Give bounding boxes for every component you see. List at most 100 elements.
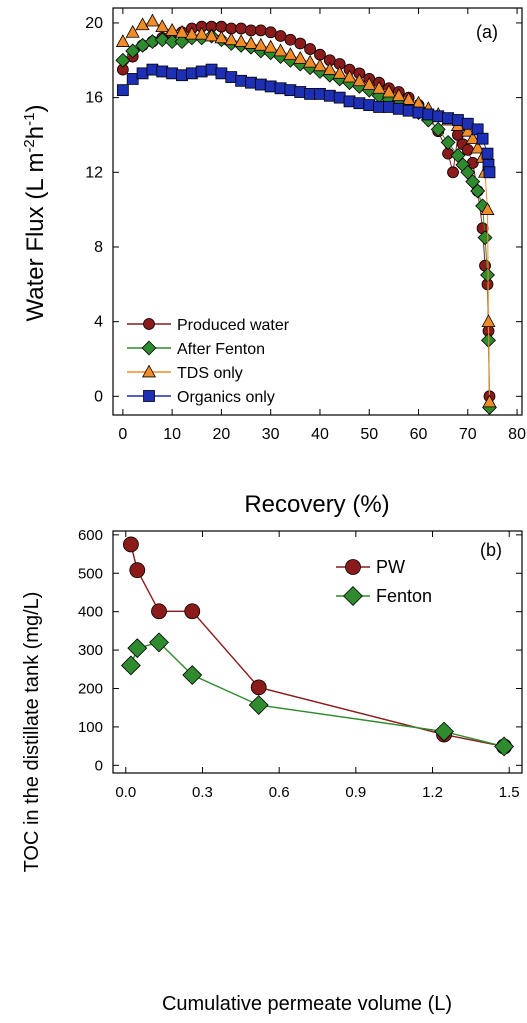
data-point	[274, 82, 287, 95]
x-tick-label: 50	[360, 426, 378, 443]
data-point	[353, 97, 366, 110]
chart-a-y-axis-label: Water Flux (L m-2h-1)	[21, 105, 49, 322]
data-point	[304, 87, 317, 100]
chart-b-frame	[112, 530, 523, 774]
data-point	[480, 267, 495, 283]
legend-marker	[143, 318, 155, 330]
data-point	[146, 63, 159, 76]
y-tick-label: 4	[94, 314, 103, 331]
chart-b: 0.0 0.3 0.6 0.9 1.2 1.5 0 100 200 300 400 500 600 (b…	[21, 527, 523, 1015]
legend-entry: Produced water	[127, 317, 290, 334]
data-point	[165, 22, 180, 36]
data-point	[314, 87, 326, 100]
data-point	[250, 679, 267, 696]
data-point	[391, 88, 406, 102]
data-point	[442, 112, 454, 125]
legend-entry: Fenton	[336, 586, 432, 606]
legend-marker	[141, 340, 157, 356]
legend-marker	[345, 559, 361, 575]
series-fenton	[120, 632, 515, 757]
x-tick-label: 70	[459, 426, 477, 443]
data-point	[174, 24, 189, 38]
x-tick-label: 40	[311, 426, 329, 443]
data-point	[125, 43, 141, 59]
data-point	[264, 80, 277, 93]
data-point	[494, 736, 515, 757]
x-tick-label: 0.0	[115, 784, 136, 801]
y-tick-label: 300	[78, 642, 103, 659]
data-point	[294, 86, 307, 98]
data-point	[461, 143, 474, 156]
data-point	[304, 43, 317, 55]
data-point	[284, 33, 297, 46]
data-point	[254, 24, 267, 37]
data-point	[185, 67, 198, 80]
legend-label: TDS only	[177, 365, 243, 382]
data-point	[122, 536, 139, 553]
data-point	[352, 73, 367, 87]
x-tick-label: 10	[163, 426, 181, 443]
data-point	[184, 26, 199, 40]
series-organics-only	[116, 63, 496, 179]
data-point	[248, 695, 269, 715]
chart-a-legend: Produced water After Fenton TDS only Organi…	[127, 317, 290, 406]
data-point	[115, 34, 130, 47]
data-point	[115, 52, 131, 68]
legend-label: Produced water	[177, 317, 290, 334]
data-point	[214, 30, 229, 44]
data-point	[434, 721, 454, 742]
data-point	[480, 202, 495, 215]
x-tick-label: 0.9	[345, 784, 366, 801]
data-point	[402, 104, 415, 117]
data-point	[476, 132, 489, 145]
y-tick-label: 600	[78, 527, 103, 544]
legend-label: Fenton	[376, 586, 432, 606]
data-point	[430, 121, 446, 137]
data-point	[412, 106, 425, 119]
data-point	[243, 36, 258, 49]
data-point	[470, 140, 485, 154]
y-tick-label: 16	[85, 90, 103, 107]
y-tick-label: 12	[85, 164, 103, 181]
data-point	[363, 99, 376, 111]
data-point	[205, 63, 218, 76]
data-point	[482, 394, 497, 408]
legend-entry: TDS only	[127, 364, 243, 382]
data-point	[312, 58, 327, 72]
data-point	[447, 166, 459, 179]
y-tick-label: 8	[94, 239, 103, 256]
data-point	[126, 73, 139, 85]
chart-a-x-axis-label: Recovery (%)	[244, 491, 389, 518]
data-point	[184, 603, 201, 620]
data-point	[273, 43, 288, 57]
data-point	[481, 314, 496, 328]
legend-label: PW	[376, 557, 405, 577]
data-point	[274, 30, 287, 42]
data-point	[342, 69, 357, 83]
data-point	[245, 76, 257, 89]
chart-b-ticks: 0.0 0.3 0.6 0.9 1.2 1.5 0 100 200 300 400 500 600	[78, 527, 522, 801]
y-tick-label: 200	[78, 680, 103, 697]
data-point	[155, 19, 170, 33]
data-point	[362, 77, 377, 90]
legend-marker	[141, 364, 157, 378]
data-point	[116, 84, 129, 97]
data-point	[136, 67, 149, 80]
data-point	[225, 71, 238, 83]
series-line	[130, 544, 505, 748]
data-point	[129, 562, 146, 579]
chart-b-x-axis-label: Cumulative permeate volume (L)	[162, 993, 452, 1015]
data-point	[194, 26, 209, 40]
legend-entry: Organics only	[127, 389, 275, 406]
data-point	[333, 91, 346, 104]
chart-a-ticks: 0 10 20 30 40 50 60 70 80 0 4 8 12 16 20	[85, 8, 526, 443]
data-point	[283, 47, 298, 61]
x-tick-label: 80	[508, 426, 526, 443]
data-point	[465, 131, 480, 145]
data-point	[323, 89, 336, 102]
data-point	[483, 166, 496, 179]
data-point	[461, 117, 474, 130]
data-point	[245, 24, 257, 37]
y-tick-label: 0	[95, 757, 103, 774]
data-point	[284, 84, 297, 97]
